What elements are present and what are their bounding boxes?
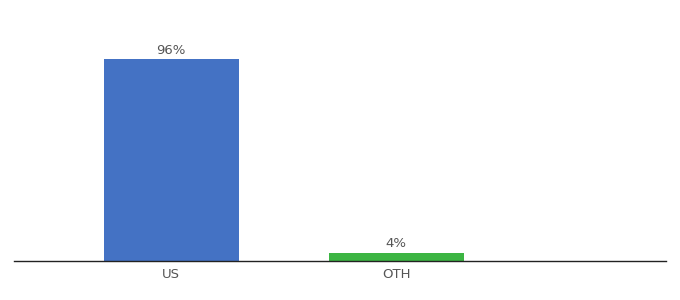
Text: 4%: 4%: [386, 237, 407, 250]
Bar: [328, 253, 464, 261]
Bar: [103, 59, 239, 261]
Text: 96%: 96%: [156, 44, 186, 57]
